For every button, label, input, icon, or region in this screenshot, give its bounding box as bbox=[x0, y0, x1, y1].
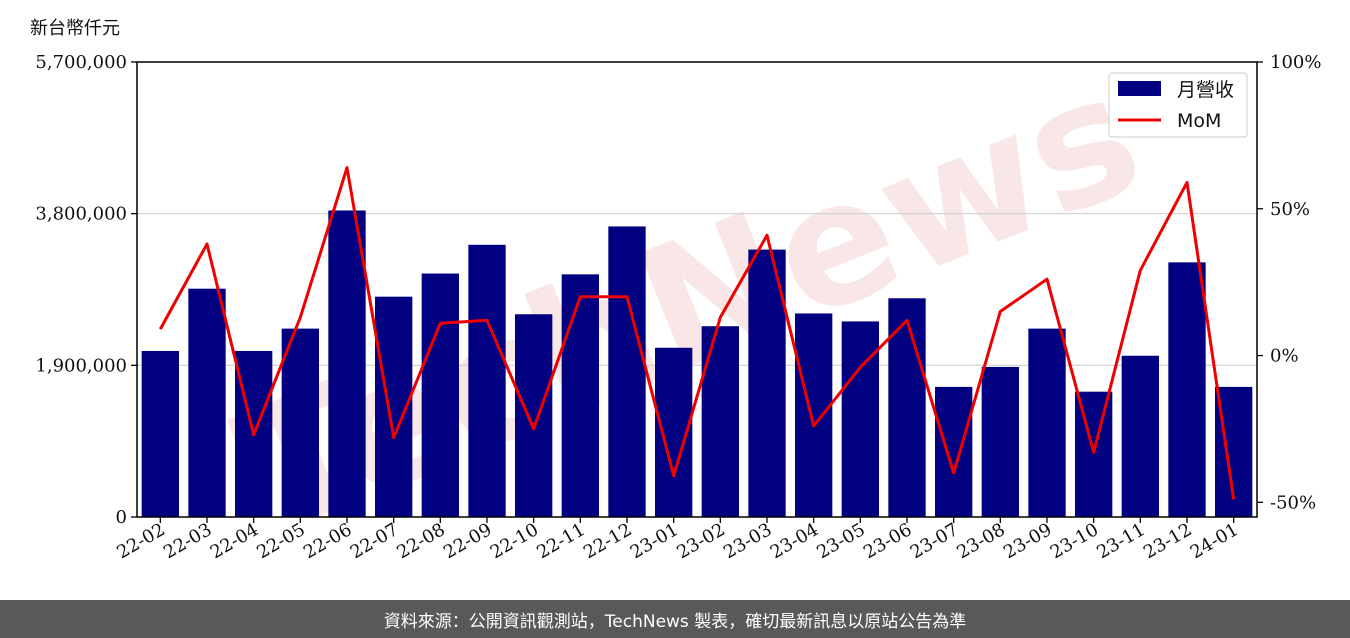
revenue-bar bbox=[888, 298, 926, 517]
revenue-bar bbox=[935, 386, 973, 517]
revenue-bar bbox=[1075, 391, 1113, 517]
y2-tick-label: -50% bbox=[1270, 492, 1316, 513]
x-tick-label: 22-12 bbox=[580, 519, 635, 563]
y-tick-label: 5,700,000 bbox=[35, 52, 127, 73]
x-tick-label: 23-09 bbox=[1000, 519, 1055, 563]
revenue-bar bbox=[1168, 262, 1206, 517]
legend-swatch-bar bbox=[1118, 81, 1161, 96]
revenue-bar bbox=[561, 274, 599, 517]
revenue-bar bbox=[468, 244, 506, 517]
revenue-bar bbox=[328, 210, 366, 517]
revenue-bar bbox=[795, 313, 833, 517]
y2-tick-label: 100% bbox=[1270, 52, 1321, 73]
x-tick-label: 23-10 bbox=[1047, 519, 1102, 563]
source-footer: 資料來源：公開資訊觀測站，TechNews 製表，確切最新訊息以原站公告為準 bbox=[0, 600, 1350, 638]
legend-label-mom: MoM bbox=[1177, 110, 1221, 132]
x-tick-label: 23-03 bbox=[720, 519, 775, 563]
plot-frame bbox=[136, 61, 1258, 518]
x-tick-label: 22-09 bbox=[440, 519, 495, 563]
x-tick-label: 23-08 bbox=[953, 519, 1008, 563]
y-axis-unit-label: 新台幣仟元 bbox=[30, 18, 120, 39]
revenue-bar bbox=[421, 273, 459, 517]
mom-line-series bbox=[158, 166, 1236, 500]
y-tick-label: 0 bbox=[116, 507, 127, 528]
x-tick-label: 23-11 bbox=[1093, 519, 1148, 563]
source-footer-text: 資料來源：公開資訊觀測站，TechNews 製表，確切最新訊息以原站公告為準 bbox=[383, 611, 967, 632]
axes bbox=[131, 61, 1263, 523]
revenue-bar bbox=[981, 366, 1019, 517]
x-tick-label: 23-01 bbox=[627, 519, 682, 563]
x-tick-label: 22-10 bbox=[487, 519, 542, 563]
revenue-bar bbox=[141, 350, 179, 517]
revenue-bar bbox=[281, 328, 319, 517]
revenue-bar bbox=[515, 314, 553, 517]
mom-line bbox=[158, 166, 1236, 500]
x-tick-label: 24-01 bbox=[1187, 519, 1242, 563]
x-tick-label: 22-11 bbox=[533, 519, 588, 563]
x-tick-label: 23-06 bbox=[860, 519, 915, 563]
y-tick-label: 3,800,000 bbox=[35, 204, 127, 225]
x-tick-label: 23-07 bbox=[907, 519, 962, 563]
y-tick-label: 1,900,000 bbox=[35, 355, 127, 376]
x-tick-label: 22-03 bbox=[160, 519, 215, 563]
x-tick-label: 22-04 bbox=[207, 519, 262, 563]
x-tick-label: 23-02 bbox=[673, 519, 728, 563]
revenue-bar bbox=[1028, 328, 1066, 517]
revenue-bar bbox=[608, 226, 646, 517]
x-tick-label: 23-04 bbox=[767, 519, 822, 563]
y2-tick-label: 0% bbox=[1270, 346, 1299, 367]
x-tick-label: 23-12 bbox=[1140, 519, 1195, 563]
x-tick-label: 23-05 bbox=[813, 519, 868, 563]
revenue-bar bbox=[188, 288, 226, 517]
y2-tick-label: 50% bbox=[1270, 199, 1310, 220]
revenue-bar bbox=[841, 321, 879, 517]
revenue-bar bbox=[1121, 355, 1159, 517]
legend: 月營收 MoM bbox=[1108, 72, 1248, 138]
revenue-bar bbox=[748, 249, 786, 518]
chart: TechNews 01,900,0003,800,0005,700,000-50… bbox=[30, 18, 1321, 573]
revenue-bar bbox=[701, 326, 739, 517]
legend-label-revenue: 月營收 bbox=[1177, 79, 1234, 101]
